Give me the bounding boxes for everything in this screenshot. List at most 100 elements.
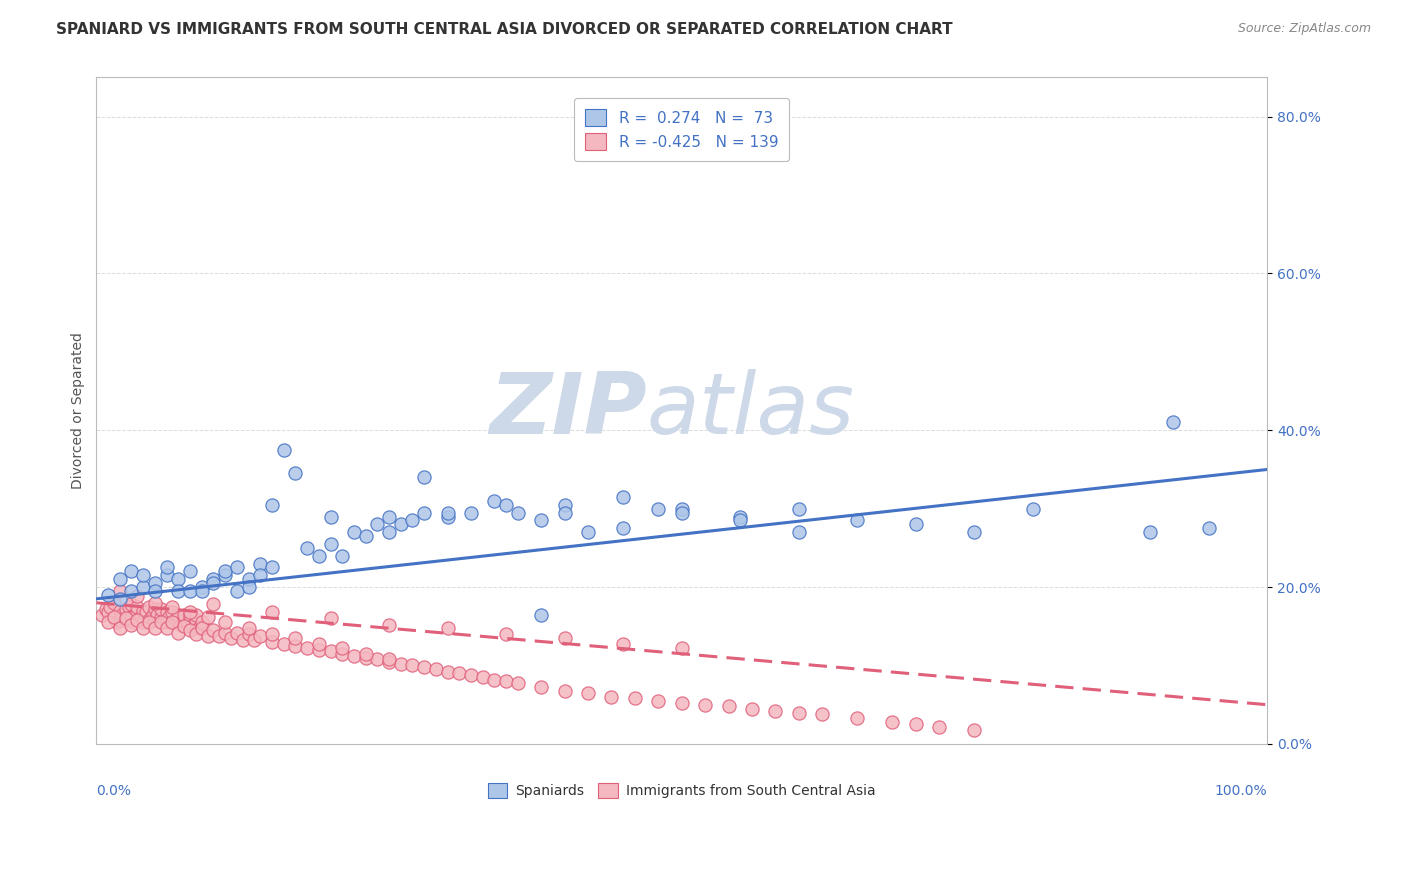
Point — [787, 501, 810, 516]
Point — [401, 513, 423, 527]
Point — [273, 442, 295, 457]
Point — [260, 498, 283, 512]
Point — [600, 690, 623, 704]
Point — [118, 599, 141, 614]
Point — [308, 642, 330, 657]
Point — [214, 615, 236, 630]
Point — [214, 568, 236, 582]
Point — [184, 607, 207, 622]
Point — [214, 625, 236, 640]
Point — [179, 624, 201, 638]
Point — [143, 621, 166, 635]
Point — [179, 565, 201, 579]
Point — [554, 506, 576, 520]
Point — [378, 509, 401, 524]
Point — [1163, 416, 1185, 430]
Point — [378, 525, 401, 540]
Point — [647, 694, 669, 708]
Point — [436, 621, 458, 635]
Point — [249, 557, 271, 571]
Point — [366, 517, 388, 532]
Point — [260, 560, 283, 574]
Point — [389, 657, 412, 671]
Point — [260, 635, 283, 649]
Point — [671, 641, 693, 656]
Point — [97, 615, 120, 630]
Point — [108, 572, 131, 586]
Point — [354, 647, 377, 661]
Point — [319, 509, 342, 524]
Point — [530, 607, 553, 622]
Point — [554, 631, 576, 645]
Point — [108, 604, 131, 618]
Text: ZIP: ZIP — [489, 369, 647, 452]
Point — [506, 675, 529, 690]
Point — [141, 607, 163, 622]
Point — [149, 611, 172, 625]
Point — [495, 498, 517, 512]
Point — [173, 607, 195, 622]
Point — [730, 509, 752, 524]
Point — [167, 572, 190, 586]
Text: Source: ZipAtlas.com: Source: ZipAtlas.com — [1237, 22, 1371, 36]
Point — [179, 584, 201, 599]
Point — [97, 605, 120, 619]
Point — [157, 610, 180, 624]
Point — [121, 598, 143, 612]
Point — [811, 707, 834, 722]
Point — [904, 717, 927, 731]
Point — [354, 650, 377, 665]
Point — [155, 613, 177, 627]
Point — [671, 696, 693, 710]
Point — [97, 588, 120, 602]
Point — [284, 467, 307, 481]
Point — [330, 549, 353, 563]
Point — [284, 631, 307, 645]
Point — [91, 607, 114, 622]
Point — [413, 506, 436, 520]
Point — [378, 652, 401, 666]
Point — [190, 621, 212, 635]
Point — [787, 525, 810, 540]
Point — [238, 621, 260, 635]
Point — [179, 611, 201, 625]
Point — [162, 615, 184, 630]
Point — [127, 613, 149, 627]
Point — [184, 627, 207, 641]
Point — [103, 610, 125, 624]
Point — [484, 493, 506, 508]
Point — [111, 607, 134, 622]
Point — [155, 568, 177, 582]
Point — [846, 711, 869, 725]
Point — [471, 670, 494, 684]
Point — [146, 607, 169, 622]
Point — [138, 615, 160, 630]
Point — [132, 604, 155, 618]
Point — [167, 625, 190, 640]
Point — [295, 641, 318, 656]
Point — [162, 615, 184, 630]
Point — [122, 615, 145, 630]
Point — [190, 584, 212, 599]
Point — [176, 617, 198, 632]
Point — [167, 584, 190, 599]
Point — [108, 613, 131, 627]
Point — [389, 517, 412, 532]
Point — [460, 506, 482, 520]
Point — [963, 723, 986, 737]
Point — [165, 613, 187, 627]
Point — [963, 525, 986, 540]
Point — [129, 610, 152, 624]
Text: 0.0%: 0.0% — [97, 784, 131, 797]
Point — [413, 470, 436, 484]
Point — [273, 636, 295, 650]
Point — [413, 660, 436, 674]
Point — [132, 621, 155, 635]
Point — [612, 490, 634, 504]
Point — [495, 627, 517, 641]
Point — [114, 611, 136, 625]
Point — [671, 501, 693, 516]
Point — [319, 537, 342, 551]
Point — [763, 704, 786, 718]
Point — [495, 674, 517, 689]
